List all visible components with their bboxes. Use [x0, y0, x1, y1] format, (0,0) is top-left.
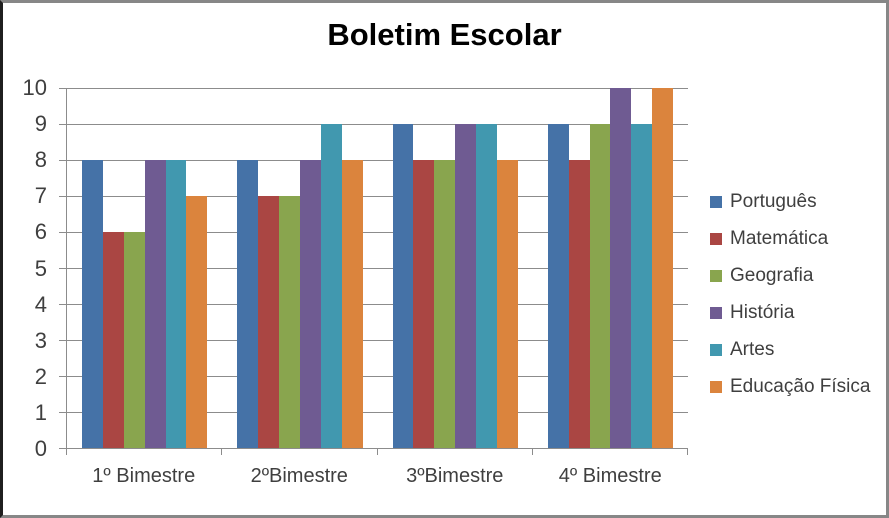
y-tick [59, 448, 67, 449]
bar [320, 124, 342, 448]
bar-group [67, 88, 222, 448]
y-tick-label: 10 [22, 75, 47, 100]
legend-item: Artes [710, 338, 870, 361]
y-tick [59, 88, 67, 89]
bar [610, 88, 632, 448]
bar [102, 232, 124, 448]
y-tick-label: 4 [34, 291, 47, 317]
gridline [67, 268, 688, 269]
bar [144, 160, 166, 448]
legend-item: Português [710, 190, 870, 213]
bar [165, 160, 187, 448]
legend-item: Geografia [710, 264, 870, 287]
gridline [67, 376, 688, 377]
y-tick [59, 160, 67, 161]
legend-item: Educação Física [710, 375, 870, 398]
y-tick-label: 1 [34, 399, 47, 425]
y-tick [59, 124, 67, 125]
chart-title: Boletim Escolar [327, 17, 562, 52]
bar-group [533, 88, 688, 448]
legend-marker-icon [710, 306, 722, 319]
bar [82, 160, 103, 448]
bar [341, 160, 363, 448]
gridline [67, 160, 688, 161]
bar [589, 124, 611, 448]
bar [237, 160, 259, 448]
gridline [67, 340, 688, 341]
bar [455, 124, 476, 448]
bar [258, 196, 279, 448]
bar [413, 160, 435, 448]
y-tick [59, 232, 67, 233]
x-category-label: 1º Bimestre [92, 465, 196, 487]
bar-group [222, 88, 377, 448]
y-tick-label: 6 [34, 219, 47, 245]
bar [547, 124, 569, 448]
legend-marker-icon [710, 269, 722, 282]
bar [299, 160, 321, 448]
x-axis-labels: 1º Bimestre 2ºBimestre 3ºBimestre 4º Bimest… [66, 465, 688, 488]
y-tick-label: 0 [34, 436, 47, 461]
x-tick [66, 449, 67, 455]
bar [652, 88, 673, 448]
bar [631, 124, 653, 448]
y-tick-label: 9 [34, 111, 47, 137]
bar-groups [67, 88, 688, 448]
y-axis-labels: 0 1 2 3 4 5 6 7 8 9 10 [3, 75, 53, 461]
x-tick [531, 449, 533, 455]
legend-marker-icon [710, 343, 722, 356]
legend-marker-icon [710, 195, 722, 208]
y-tick [59, 412, 67, 413]
x-category-label: 2ºBimestre [250, 465, 348, 487]
y-tick-label: 7 [34, 183, 47, 209]
plot-area [59, 88, 688, 455]
bar [186, 196, 208, 448]
x-category-label: 3ºBimestre [406, 465, 504, 487]
y-tick-label: 3 [34, 327, 47, 353]
legend-label: Artes [730, 338, 775, 360]
legend-label: Português [730, 190, 817, 212]
gridline [67, 304, 688, 305]
bar-group [378, 88, 533, 448]
legend: Português Matemática Geografia História Arte… [710, 190, 870, 398]
gridline [67, 232, 688, 233]
legend-label: História [730, 301, 795, 323]
y-tick [59, 268, 67, 269]
bar [496, 160, 518, 448]
bar [392, 124, 414, 448]
legend-label: Educação Física [730, 375, 871, 397]
x-tick [221, 449, 223, 455]
x-tick [687, 449, 688, 455]
y-tick [59, 304, 67, 305]
bar [434, 160, 456, 448]
gridline [67, 124, 688, 125]
bar [476, 124, 497, 448]
y-tick [59, 196, 67, 197]
legend-item: História [710, 301, 870, 324]
x-tick [376, 449, 378, 455]
gridline [67, 196, 688, 197]
y-tick [59, 340, 67, 341]
y-tick-label: 2 [34, 363, 47, 389]
legend-marker-icon [710, 380, 722, 393]
legend-label: Geografia [730, 264, 814, 286]
legend-marker-icon [710, 232, 722, 245]
gridline [67, 88, 688, 89]
bar [279, 196, 300, 448]
legend-item: Matemática [710, 227, 870, 250]
y-tick [59, 376, 67, 377]
bar [568, 160, 590, 448]
x-category-label: 4º Bimestre [558, 465, 662, 487]
y-tick-label: 5 [34, 255, 47, 281]
gridline [67, 412, 688, 413]
bar [123, 232, 145, 448]
y-tick-label: 8 [34, 147, 47, 173]
legend-label: Matemática [730, 227, 829, 249]
